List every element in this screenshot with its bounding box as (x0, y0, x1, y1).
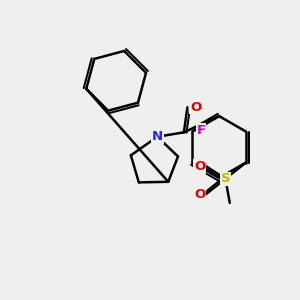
Text: O: O (194, 188, 206, 200)
Text: O: O (190, 101, 201, 114)
Text: S: S (220, 172, 230, 185)
Text: N: N (152, 130, 163, 143)
Text: O: O (194, 160, 206, 173)
Text: F: F (197, 124, 206, 136)
